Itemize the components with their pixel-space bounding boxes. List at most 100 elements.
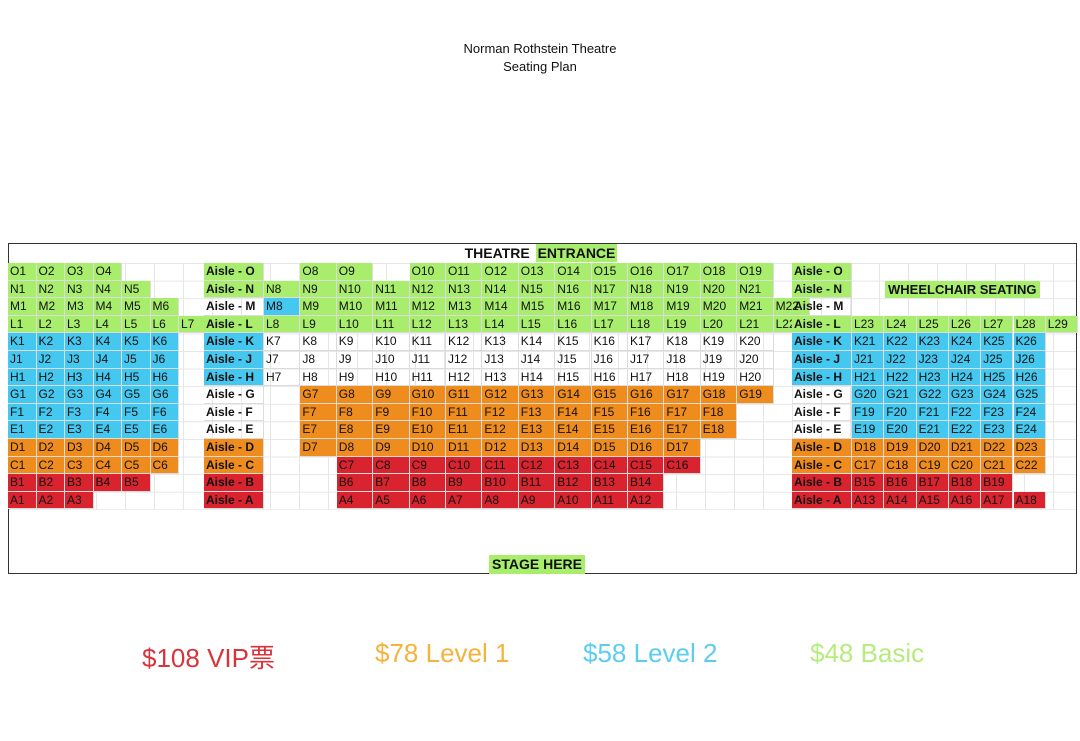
- seat-E10[interactable]: E10: [409, 421, 446, 439]
- aisle-left-label[interactable]: Aisle - H: [204, 368, 264, 387]
- seat-H19[interactable]: H19: [700, 368, 738, 387]
- seat-B18[interactable]: B18: [948, 474, 982, 492]
- seat-C20[interactable]: C20: [948, 456, 982, 475]
- seat-B3[interactable]: B3: [65, 474, 94, 492]
- seat-E17[interactable]: E17: [664, 421, 701, 439]
- aisle-left-label[interactable]: Aisle - J: [204, 351, 264, 369]
- seat-C12[interactable]: C12: [518, 456, 556, 475]
- seat-F16[interactable]: F16: [628, 403, 665, 422]
- seat-L29[interactable]: L29: [1045, 315, 1079, 334]
- seat-L15[interactable]: L15: [518, 315, 556, 334]
- seat-C4[interactable]: C4: [93, 456, 122, 475]
- aisle-right-label[interactable]: Aisle - N: [792, 280, 852, 299]
- seat-O1[interactable]: O1: [8, 263, 37, 281]
- seat-F20[interactable]: F20: [884, 403, 917, 422]
- seat-K5[interactable]: K5: [122, 333, 151, 351]
- seat-J20[interactable]: J20: [737, 351, 774, 369]
- seat-J7[interactable]: J7: [264, 351, 301, 369]
- seat-N14[interactable]: N14: [482, 280, 519, 299]
- seat-L3[interactable]: L3: [65, 315, 94, 334]
- seat-F5[interactable]: F5: [122, 403, 151, 422]
- seat-J25[interactable]: J25: [981, 351, 1014, 369]
- seat-B11[interactable]: B11: [518, 474, 556, 492]
- seat-H21[interactable]: H21: [852, 368, 885, 387]
- seat-N2[interactable]: N2: [36, 280, 65, 299]
- seat-K6[interactable]: K6: [150, 333, 179, 351]
- seat-J18[interactable]: J18: [664, 351, 701, 369]
- seat-D20[interactable]: D20: [916, 439, 949, 457]
- aisle-right-label[interactable]: Aisle - O: [792, 263, 852, 281]
- seat-N4[interactable]: N4: [93, 280, 122, 299]
- seat-D12[interactable]: D12: [482, 439, 519, 457]
- seat-K18[interactable]: K18: [664, 333, 701, 351]
- seat-D2[interactable]: D2: [36, 439, 65, 457]
- seat-E24[interactable]: E24: [1013, 421, 1046, 439]
- seat-N13[interactable]: N13: [446, 280, 483, 299]
- seat-H4[interactable]: H4: [93, 368, 122, 387]
- seat-M22[interactable]: M22: [773, 298, 810, 316]
- seat-M15[interactable]: M15: [518, 298, 556, 316]
- seat-G11[interactable]: G11: [446, 386, 483, 404]
- seat-O2[interactable]: O2: [36, 263, 65, 281]
- seat-J11[interactable]: J11: [409, 351, 446, 369]
- seat-H25[interactable]: H25: [981, 368, 1014, 387]
- aisle-right-label[interactable]: Aisle - C: [792, 456, 852, 475]
- seat-H7[interactable]: H7: [264, 368, 301, 387]
- aisle-left-label[interactable]: Aisle - F: [204, 403, 264, 422]
- seat-B10[interactable]: B10: [482, 474, 519, 492]
- seat-K20[interactable]: K20: [737, 333, 774, 351]
- seat-K7[interactable]: K7: [264, 333, 301, 351]
- seat-L13[interactable]: L13: [446, 315, 483, 334]
- seat-O19[interactable]: O19: [737, 263, 774, 281]
- seat-A16[interactable]: A16: [948, 491, 982, 510]
- seat-D16[interactable]: D16: [628, 439, 665, 457]
- seat-M11[interactable]: M11: [373, 298, 410, 316]
- seat-B1[interactable]: B1: [8, 474, 37, 492]
- seat-K4[interactable]: K4: [93, 333, 122, 351]
- seat-N10[interactable]: N10: [336, 280, 374, 299]
- seat-J23[interactable]: J23: [916, 351, 949, 369]
- seat-G19[interactable]: G19: [737, 386, 774, 404]
- seat-E15[interactable]: E15: [591, 421, 628, 439]
- seat-E11[interactable]: E11: [446, 421, 483, 439]
- seat-K16[interactable]: K16: [591, 333, 628, 351]
- seat-G15[interactable]: G15: [591, 386, 628, 404]
- seat-E6[interactable]: E6: [150, 421, 179, 439]
- seat-N16[interactable]: N16: [555, 280, 592, 299]
- seat-M6[interactable]: M6: [150, 298, 179, 316]
- seat-M8[interactable]: M8: [264, 298, 301, 316]
- seat-C17[interactable]: C17: [852, 456, 885, 475]
- seat-O13[interactable]: O13: [518, 263, 556, 281]
- seat-F1[interactable]: F1: [8, 403, 37, 422]
- seat-J2[interactable]: J2: [36, 351, 65, 369]
- seat-L27[interactable]: L27: [981, 315, 1014, 334]
- seat-M9[interactable]: M9: [300, 298, 337, 316]
- seat-B8[interactable]: B8: [409, 474, 446, 492]
- seat-N12[interactable]: N12: [409, 280, 446, 299]
- seat-D9[interactable]: D9: [373, 439, 410, 457]
- seat-H6[interactable]: H6: [150, 368, 179, 387]
- seat-N3[interactable]: N3: [65, 280, 94, 299]
- seat-F14[interactable]: F14: [555, 403, 592, 422]
- seat-L5[interactable]: L5: [122, 315, 151, 334]
- seat-A11[interactable]: A11: [591, 491, 628, 510]
- seat-N19[interactable]: N19: [664, 280, 701, 299]
- seat-O8[interactable]: O8: [300, 263, 337, 281]
- seat-G21[interactable]: G21: [884, 386, 917, 404]
- seat-C5[interactable]: C5: [122, 456, 151, 475]
- seat-N20[interactable]: N20: [700, 280, 738, 299]
- seat-J13[interactable]: J13: [482, 351, 519, 369]
- seat-E22[interactable]: E22: [948, 421, 982, 439]
- seat-M1[interactable]: M1: [8, 298, 37, 316]
- seat-H17[interactable]: H17: [628, 368, 665, 387]
- aisle-left-label[interactable]: Aisle - O: [204, 263, 264, 281]
- seat-L18[interactable]: L18: [628, 315, 665, 334]
- seat-A2[interactable]: A2: [36, 491, 65, 510]
- seat-L4[interactable]: L4: [93, 315, 122, 334]
- seat-H3[interactable]: H3: [65, 368, 94, 387]
- seat-D11[interactable]: D11: [446, 439, 483, 457]
- seat-C3[interactable]: C3: [65, 456, 94, 475]
- seat-K23[interactable]: K23: [916, 333, 949, 351]
- seat-F3[interactable]: F3: [65, 403, 94, 422]
- seat-A1[interactable]: A1: [8, 491, 37, 510]
